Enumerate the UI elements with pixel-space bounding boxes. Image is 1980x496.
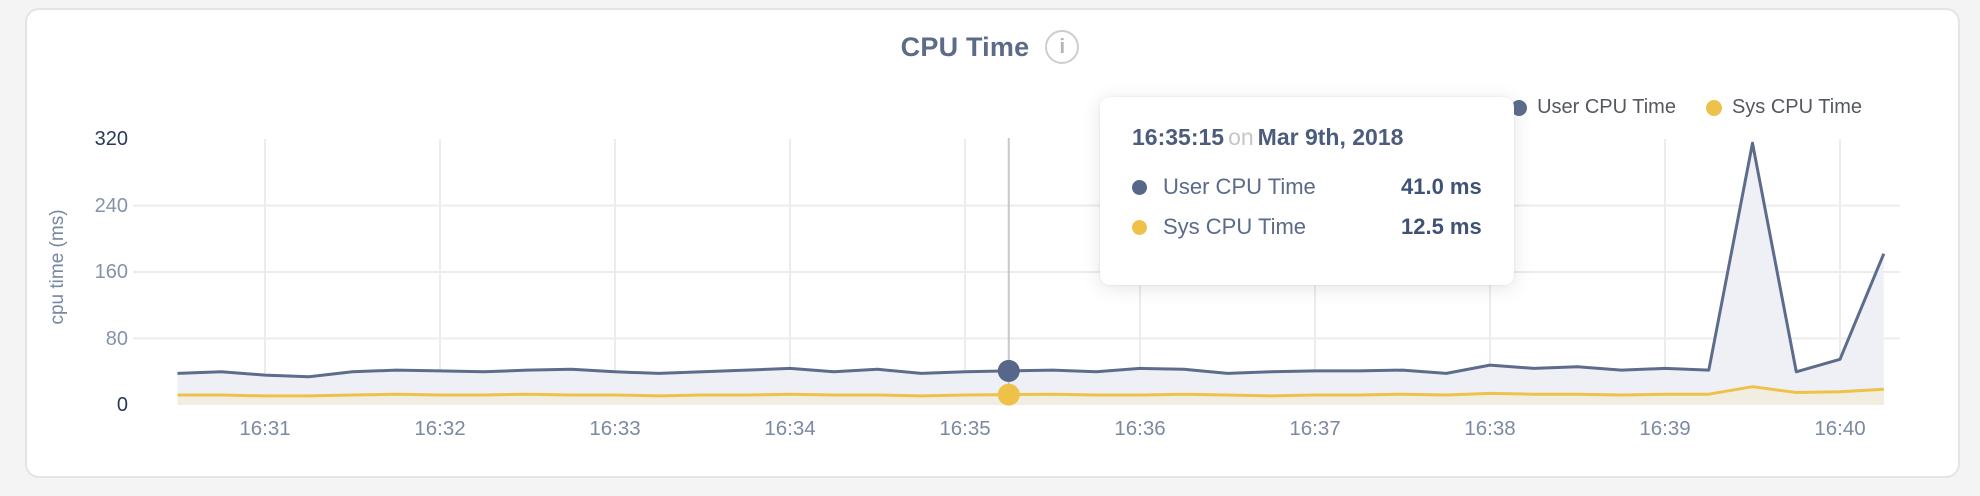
series-dot-icon	[1132, 179, 1147, 195]
x-tick-label: 16:35	[939, 417, 991, 440]
x-tick-label: 16:40	[1814, 417, 1866, 440]
legend-dot-icon	[1705, 99, 1722, 116]
x-tick-label: 16:39	[1639, 417, 1691, 440]
x-tick-label: 16:38	[1464, 417, 1516, 440]
y-tick-label: 80	[105, 327, 128, 350]
user-cpu-area	[177, 143, 1884, 405]
legend-dot-icon	[1511, 99, 1528, 116]
tooltip-row-user-cpu-time: User CPU Time 41.0 ms	[1132, 167, 1484, 207]
tooltip-series-label: Sys CPU Time	[1163, 214, 1307, 239]
x-tick-label: 16:32	[414, 417, 466, 440]
y-tick-label: 160	[94, 261, 128, 283]
legend-item-sys-cpu-time[interactable]: Sys CPU Time	[1705, 96, 1862, 119]
tooltip-timestamp: 16:35:15 on Mar 9th, 2018	[1132, 124, 1484, 151]
tooltip-series-label: User CPU Time	[1163, 174, 1316, 199]
tooltip-date: Mar 9th, 2018	[1257, 124, 1404, 150]
user-cpu-line	[177, 141, 1886, 379]
y-tick-label: 320	[94, 128, 128, 150]
x-tick-label: 16:36	[1114, 417, 1166, 440]
legend-item-label: User CPU Time	[1537, 96, 1676, 118]
hover-dot-user	[997, 359, 1020, 382]
sys-cpu-line	[177, 385, 1884, 398]
tooltip-row-sys-cpu-time: Sys CPU Time 12.5 ms	[1132, 207, 1484, 247]
tooltip-time: 16:35:15	[1132, 124, 1225, 150]
tooltip-series-value: 12.5 ms	[1401, 214, 1482, 239]
legend-item-label: Sys CPU Time	[1731, 96, 1862, 118]
y-tick-label: 240	[94, 194, 128, 217]
chart-legend: User CPU Time Sys CPU Time	[1511, 96, 1862, 119]
tooltip-series-value: 41.0 ms	[1401, 174, 1482, 199]
chart-header: CPU Time i	[0, 30, 1980, 64]
legend-item-user-cpu-time[interactable]: User CPU Time	[1511, 96, 1676, 119]
x-tick-label: 16:34	[764, 417, 816, 440]
tooltip-on: on	[1228, 124, 1254, 150]
chart-title: CPU Time	[900, 31, 1030, 62]
info-icon[interactable]: i	[1045, 30, 1080, 64]
series-dot-icon	[1132, 219, 1147, 235]
x-tick-label: 16:37	[1289, 417, 1341, 440]
hover-dot-sys	[997, 383, 1020, 406]
y-tick-label: 0	[116, 394, 128, 416]
x-tick-label: 16:33	[589, 417, 641, 440]
x-tick-label: 16:31	[239, 417, 291, 440]
chart-tooltip: 16:35:15 on Mar 9th, 2018 User CPU Time 41…	[1100, 97, 1514, 285]
